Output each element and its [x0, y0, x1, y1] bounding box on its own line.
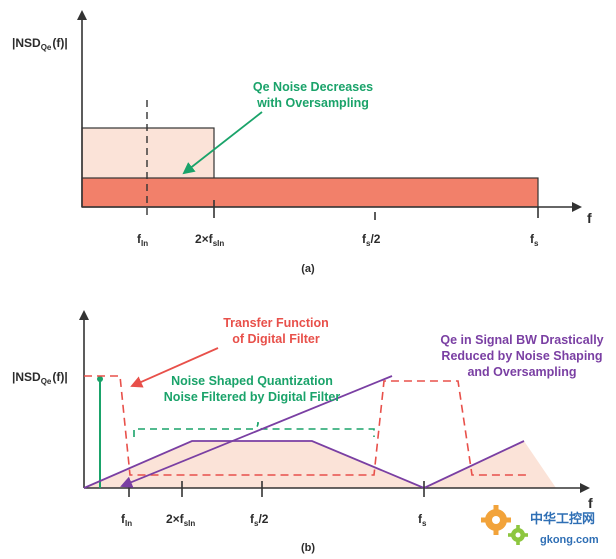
gear-small-icon	[508, 525, 528, 545]
panel-b-filter-transfer-function	[84, 375, 528, 476]
panel-a-label-fs: fs	[530, 232, 539, 248]
panel-b: |NSDQe(f)| f fIn 2×fsIn fs/2 fs Transfer…	[12, 310, 604, 554]
panel-b-filter-arrow	[130, 347, 219, 388]
panel-a-label-fin: fIn	[137, 232, 148, 248]
panel-b-x-axis-label: f	[588, 495, 593, 511]
panel-b-filter-label-line2: of Digital Filter	[232, 332, 320, 346]
panel-a: |NSDQe(f)| f fIn 2×fsIn fs/2 fs Qe Noise…	[12, 10, 592, 275]
panel-a-note-arrow	[182, 111, 263, 175]
panel-b-qe-arrow	[120, 375, 393, 488]
watermark-text-url: gkong.com	[540, 534, 599, 546]
watermark-text-cn: 中华工控网	[530, 511, 595, 526]
gear-icon	[481, 505, 511, 535]
panel-a-label-fs2: fs/2	[362, 232, 381, 248]
panel-b-shaped-noise-fill	[84, 441, 556, 488]
panel-b-shaped-label-line1: Noise Shaped Quantization	[171, 374, 333, 388]
panel-b-qe-label-line3: and Oversampling	[467, 365, 576, 379]
panel-a-x-axis-label: f	[587, 210, 592, 226]
watermark: 中华工控网 gkong.com	[481, 505, 599, 546]
panel-b-filter-label-line1: Transfer Function	[223, 316, 329, 330]
panel-b-y-axis-label: |NSDQe(f)|	[12, 370, 68, 386]
panel-b-signal-dot	[97, 376, 103, 382]
panel-b-label-2fsin: 2×fsIn	[166, 512, 195, 528]
panel-b-shaped-label-line2: Noise Filtered by Digital Filter	[164, 390, 341, 404]
panel-a-note-line1: Qe Noise Decreases	[253, 80, 373, 94]
panel-b-noise-shaping-curve	[83, 440, 525, 489]
panel-a-caption: (a)	[301, 263, 315, 275]
panel-b-label-fs2: fs/2	[250, 512, 269, 528]
panel-b-shaped-noise-brace	[133, 421, 375, 437]
panel-b-caption: (b)	[301, 542, 315, 554]
panel-b-label-fs: fs	[418, 512, 427, 528]
panel-a-note-line2: with Oversampling	[256, 96, 369, 110]
panel-a-y-axis-label: |NSDQe(f)|	[12, 36, 68, 52]
panel-b-label-fin: fIn	[121, 512, 132, 528]
panel-a-label-2fsin: 2×fsIn	[195, 232, 224, 248]
panel-b-qe-label-line2: Reduced by Noise Shaping	[441, 349, 602, 363]
panel-a-oversampled-noise-band	[81, 177, 539, 208]
panel-b-qe-label-line1: Qe in Signal BW Drastically	[440, 333, 603, 347]
